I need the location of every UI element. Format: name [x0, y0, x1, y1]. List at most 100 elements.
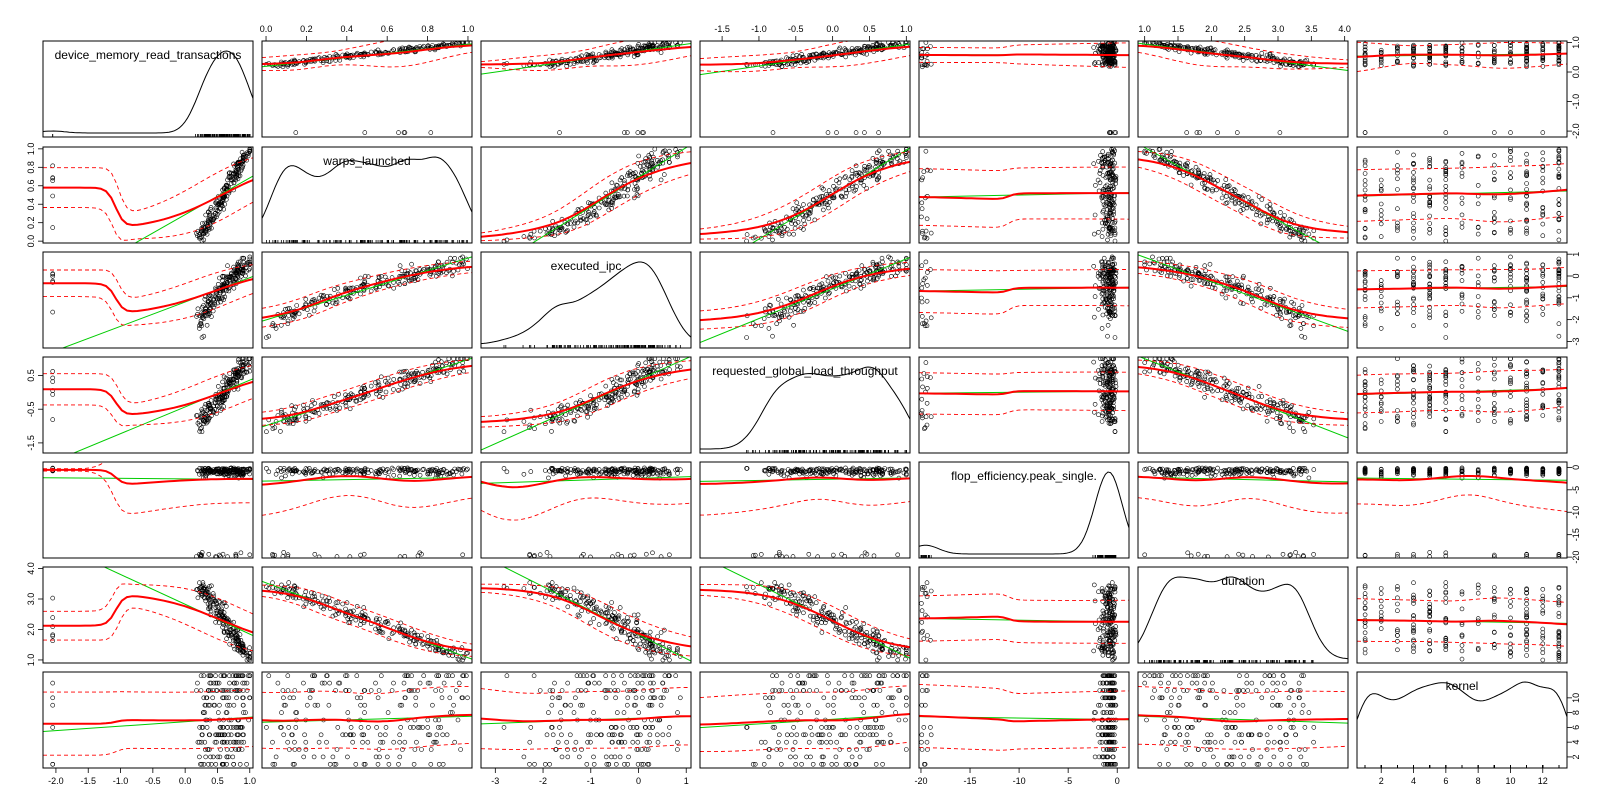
data-point: [377, 394, 382, 399]
data-point: [853, 187, 858, 193]
data-point: [1223, 201, 1229, 206]
upper-band-line: [700, 261, 910, 312]
data-point: [1492, 170, 1497, 175]
data-point: [635, 130, 641, 135]
data-point: [1459, 161, 1465, 166]
data-point: [340, 295, 346, 301]
data-point: [1459, 58, 1465, 64]
density-curve: [700, 366, 910, 450]
data-point: [637, 164, 643, 169]
data-point: [613, 182, 619, 188]
data-point: [1540, 57, 1546, 63]
data-point: [1278, 210, 1283, 215]
data-point: [1092, 314, 1097, 320]
data-point: [1177, 43, 1183, 49]
data-point: [1508, 197, 1513, 202]
data-point: [1475, 273, 1481, 279]
data-point: [1459, 170, 1465, 176]
data-point: [1103, 187, 1108, 193]
data-point: [1556, 201, 1562, 207]
data-point: [1362, 197, 1368, 203]
data-point: [1245, 284, 1251, 290]
data-point: [225, 391, 230, 397]
data-point: [1362, 234, 1368, 240]
data-point: [1411, 62, 1416, 67]
data-point: [801, 287, 806, 293]
data-point: [374, 391, 379, 397]
data-point: [203, 306, 209, 312]
data-point: [385, 375, 391, 381]
data-point: [643, 360, 649, 366]
data-point: [1362, 50, 1368, 56]
data-point: [667, 367, 672, 372]
data-point: [200, 313, 206, 318]
data-point: [453, 359, 459, 365]
data-point: [801, 202, 806, 207]
data-point: [1524, 318, 1529, 324]
data-point: [234, 268, 239, 273]
data-point: [1298, 326, 1304, 331]
data-point: [273, 326, 279, 331]
data-point: [241, 255, 246, 261]
data-point: [635, 369, 641, 374]
data-point: [343, 400, 348, 406]
data-point: [459, 41, 465, 45]
data-point: [865, 278, 870, 284]
data-point: [573, 400, 579, 406]
data-point: [903, 262, 909, 268]
data-point: [1256, 287, 1261, 292]
data-point: [861, 183, 867, 188]
data-point: [1100, 45, 1105, 51]
data-point: [1215, 130, 1220, 135]
data-point: [844, 190, 849, 196]
data-point: [1443, 172, 1449, 178]
data-point: [1411, 47, 1416, 53]
data-point: [1556, 256, 1562, 262]
data-point: [624, 193, 630, 199]
data-point: [1395, 299, 1400, 305]
data-point: [1492, 268, 1497, 274]
data-point: [1107, 46, 1112, 51]
data-point: [397, 369, 403, 375]
data-point: [661, 172, 667, 177]
data-point: [375, 379, 381, 385]
data-point: [224, 183, 230, 188]
data-point: [225, 376, 230, 382]
data-point: [1183, 162, 1188, 167]
data-point: [744, 232, 750, 237]
data-point: [1100, 259, 1105, 265]
data-point: [804, 212, 809, 218]
data-point: [1157, 41, 1163, 45]
data-point: [1096, 159, 1101, 164]
data-point: [234, 378, 240, 384]
data-point: [1264, 302, 1270, 308]
data-point: [294, 303, 300, 308]
data-point: [1107, 130, 1113, 135]
data-point: [347, 406, 353, 412]
data-point: [636, 361, 642, 366]
data-point: [1524, 46, 1529, 52]
data-point: [1108, 61, 1113, 66]
data-point: [849, 46, 855, 51]
data-point: [1443, 171, 1449, 177]
data-point: [421, 375, 427, 381]
data-point: [880, 259, 885, 265]
upper-band-line: [1357, 266, 1567, 272]
data-point: [876, 148, 882, 154]
data-point: [565, 419, 570, 424]
data-point: [770, 225, 776, 231]
data-point: [1103, 295, 1108, 301]
data-point: [1443, 280, 1449, 286]
data-point: [207, 212, 213, 218]
data-point: [1427, 184, 1432, 189]
data-point: [1492, 49, 1497, 54]
data-point: [1459, 59, 1465, 65]
data-point: [1110, 43, 1116, 49]
data-point: [861, 43, 867, 49]
data-point: [224, 275, 229, 281]
data-point: [779, 64, 785, 70]
data-point: [232, 371, 238, 376]
data-point: [224, 278, 230, 283]
data-point: [1427, 230, 1432, 236]
panel-r1-c2: [480, 146, 692, 244]
